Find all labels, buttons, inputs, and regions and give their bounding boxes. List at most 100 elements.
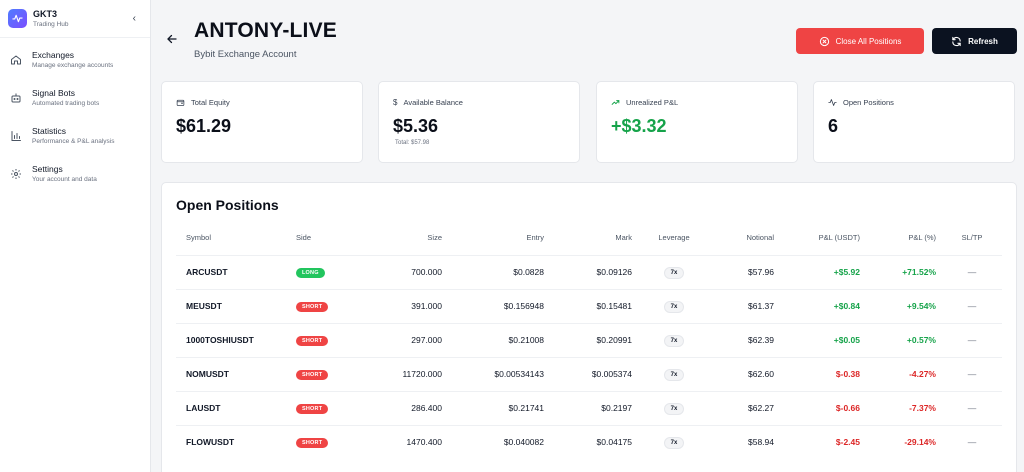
card-value: $5.36 (393, 116, 439, 136)
table-row[interactable]: NOMUSDT SHORT 11720.000 $0.00534143 $0.00537… (176, 356, 1002, 391)
notional-cell: $58.94 (710, 424, 780, 459)
size-cell: 391.000 (356, 288, 448, 323)
table-row[interactable]: ARCUSDT LONG 700.000 $0.0828 $0.09126 7x $57.9… (176, 254, 1002, 289)
sidebar-item-desc: Manage exchange accounts (32, 62, 114, 69)
entry-cell: $0.040082 (448, 424, 550, 459)
mark-cell: $0.15481 (550, 288, 638, 323)
sltp-cell[interactable]: — (942, 254, 1002, 289)
sidebar-item-signal-bots[interactable]: Signal Bots Automated trading bots (0, 88, 150, 126)
column-header[interactable]: P&L (%) (908, 233, 936, 243)
table-row[interactable]: 1000TOSHIUSDT SHORT 297.000 $0.21008 $0.2099… (176, 322, 1002, 357)
arrow-left-icon[interactable] (166, 33, 178, 45)
available-balance-card: $ Available Balance $5.36 Total: $57.98 (378, 81, 580, 163)
notional-cell: $62.39 (710, 322, 780, 357)
sidebar-item-statistics[interactable]: Statistics Performance & P&L analysis (0, 126, 150, 164)
column-header[interactable]: Notional (746, 233, 774, 243)
symbol-cell: 1000TOSHIUSDT (176, 322, 286, 357)
refresh-label: Refresh (968, 36, 998, 46)
side-cell: SHORT (286, 288, 356, 323)
sidebar-item-label: Settings (32, 164, 63, 174)
chevron-left-icon[interactable]: ‹ (132, 13, 136, 24)
column-header[interactable]: Leverage (658, 233, 690, 243)
side-badge: SHORT (296, 404, 329, 414)
pnl-percent-cell: -4.27% (866, 356, 942, 391)
sidebar-item-exchanges[interactable]: Exchanges Manage exchange accounts (0, 50, 150, 88)
pnl-usdt-cell: $-0.38 (780, 356, 866, 391)
table-header-row: Symbol Side Size Entry Mark Leverage Not… (176, 221, 1002, 255)
sidebar-item-label: Statistics (32, 126, 67, 136)
refresh-button[interactable]: Refresh (932, 28, 1017, 54)
logo-icon (8, 9, 27, 28)
pnl-percent-cell: +0.57% (866, 322, 942, 357)
home-icon (11, 55, 21, 65)
leverage-cell: 7x (638, 322, 710, 357)
sidebar-item-desc: Your account and data (32, 176, 97, 183)
sidebar-item-label: Signal Bots (32, 88, 75, 98)
pnl-usdt-cell: +$0.05 (780, 322, 866, 357)
close-all-label: Close All Positions (835, 36, 902, 46)
sltp-cell[interactable]: — (942, 424, 1002, 459)
leverage-cell: 7x (638, 288, 710, 323)
notional-cell: $57.96 (710, 254, 780, 289)
positions-table: Symbol Side Size Entry Mark Leverage Not… (176, 221, 1002, 459)
notional-cell: $62.60 (710, 356, 780, 391)
card-label: Available Balance (403, 98, 463, 107)
side-badge: SHORT (296, 302, 329, 312)
mark-cell: $0.04175 (550, 424, 638, 459)
sidebar-nav: Exchanges Manage exchange accounts Signa… (0, 38, 150, 202)
gear-icon (11, 169, 21, 179)
column-header[interactable]: Side (296, 233, 312, 243)
close-all-positions-button[interactable]: Close All Positions (796, 28, 924, 54)
entry-cell: $0.0828 (448, 254, 550, 289)
leverage-badge: 7x (663, 300, 685, 313)
brand-subtitle: Trading Hub (33, 20, 69, 28)
trending-up-icon (611, 100, 620, 105)
table-row[interactable]: LAUSDT SHORT 286.400 $0.21741 $0.2197 7x $62.2… (176, 390, 1002, 425)
column-header[interactable]: Entry (526, 233, 544, 243)
entry-cell: $0.21008 (448, 322, 550, 357)
size-cell: 700.000 (356, 254, 448, 289)
bot-icon (11, 93, 21, 103)
sltp-cell[interactable]: — (942, 322, 1002, 357)
wallet-icon (176, 99, 185, 106)
side-cell: SHORT (286, 356, 356, 391)
side-cell: SHORT (286, 390, 356, 425)
pnl-usdt-cell: $-0.66 (780, 390, 866, 425)
sltp-cell[interactable]: — (942, 288, 1002, 323)
pnl-usdt-cell: $-2.45 (780, 424, 866, 459)
leverage-badge: 7x (663, 402, 685, 415)
side-badge: LONG (296, 268, 325, 278)
column-header[interactable]: Size (427, 233, 442, 243)
sltp-cell[interactable]: — (942, 356, 1002, 391)
size-cell: 1470.400 (356, 424, 448, 459)
notional-cell: $61.37 (710, 288, 780, 323)
leverage-badge: 7x (663, 368, 685, 381)
side-cell: LONG (286, 254, 356, 289)
column-header[interactable]: SL/TP (961, 233, 983, 243)
mark-cell: $0.2197 (550, 390, 638, 425)
card-label: Open Positions (843, 98, 894, 107)
table-row[interactable]: MEUSDT SHORT 391.000 $0.156948 $0.15481 7x $61… (176, 288, 1002, 323)
sltp-cell[interactable]: — (942, 390, 1002, 425)
entry-cell: $0.21741 (448, 390, 550, 425)
unrealized-pnl-card: Unrealized P&L +$3.32 (596, 81, 798, 163)
mark-cell: $0.005374 (550, 356, 638, 391)
card-value: $61.29 (176, 116, 232, 136)
leverage-badge: 7x (663, 334, 685, 347)
activity-icon (828, 99, 837, 106)
size-cell: 11720.000 (356, 356, 448, 391)
pnl-percent-cell: +9.54% (866, 288, 942, 323)
entry-cell: $0.156948 (448, 288, 550, 323)
symbol-cell: LAUSDT (176, 390, 286, 425)
table-row[interactable]: FLOWUSDT SHORT 1470.400 $0.040082 $0.04175 7x… (176, 424, 1002, 459)
symbol-cell: FLOWUSDT (176, 424, 286, 459)
sidebar-item-settings[interactable]: Settings Your account and data (0, 164, 150, 202)
symbol-cell: NOMUSDT (176, 356, 286, 391)
column-header[interactable]: P&L (USDT) (818, 233, 860, 243)
brand-name: GKT3 (33, 8, 58, 19)
pnl-percent-cell: +71.52% (866, 254, 942, 289)
symbol-cell: MEUSDT (176, 288, 286, 323)
column-header[interactable]: Mark (615, 233, 632, 243)
close-circle-icon (819, 36, 829, 46)
column-header[interactable]: Symbol (186, 233, 212, 243)
